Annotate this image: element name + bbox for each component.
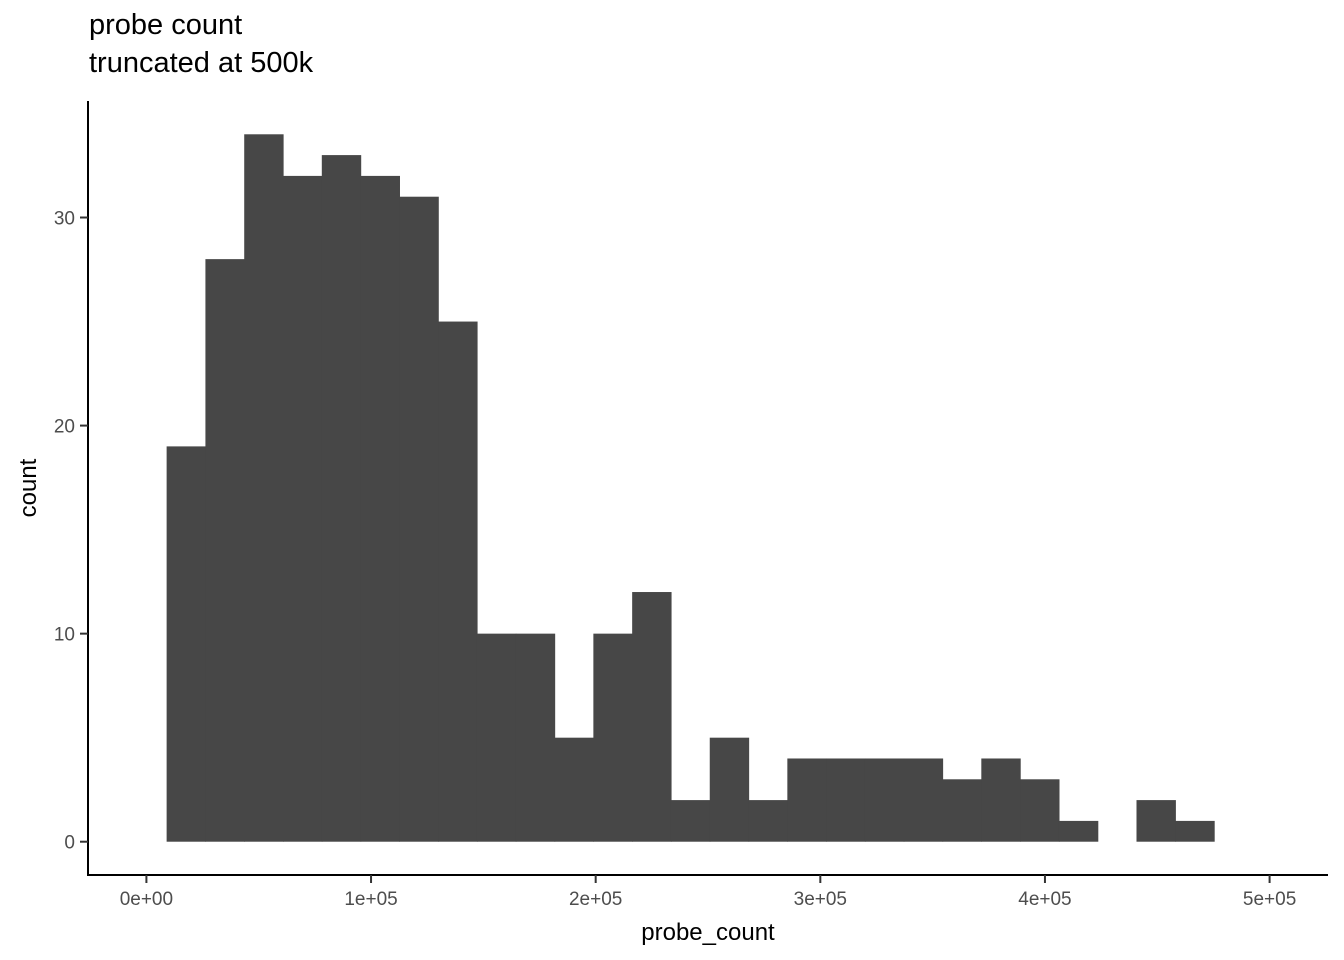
chart-title: probe count: [89, 9, 243, 41]
x-axis-title: probe_count: [641, 919, 775, 946]
histogram-bar: [903, 758, 944, 842]
histogram-bar: [438, 321, 478, 842]
x-tick-label: 3e+05: [794, 889, 847, 910]
histogram-bar: [554, 737, 594, 842]
chart-subtitle: truncated at 500k: [89, 47, 314, 79]
histogram-bar: [593, 633, 633, 842]
histogram-bar: [166, 446, 207, 842]
histogram-bar: [1175, 820, 1215, 842]
histogram-bar: [1058, 820, 1099, 842]
histogram-bar: [826, 758, 866, 842]
x-tick-label: 0e+00: [120, 889, 173, 910]
histogram-bar: [709, 737, 750, 842]
histogram-bar: [748, 800, 788, 842]
y-tick-label: 0: [64, 833, 75, 854]
x-tick-label: 4e+05: [1018, 889, 1071, 910]
histogram-bar: [942, 779, 982, 842]
histogram-bar: [515, 633, 556, 842]
x-tick-label: 1e+05: [344, 889, 397, 910]
histogram-bar: [632, 592, 672, 842]
histogram-bar: [864, 758, 905, 842]
histogram-bar: [321, 155, 362, 842]
y-tick-label: 30: [54, 209, 75, 230]
x-tick-label: 2e+05: [569, 889, 622, 910]
histogram-bar: [244, 134, 284, 842]
histogram-bar: [1020, 779, 1060, 842]
histogram-bar: [476, 633, 517, 842]
histogram-bar: [360, 175, 400, 842]
x-tick-label: 5e+05: [1243, 889, 1296, 910]
y-tick-label: 10: [54, 625, 75, 646]
y-axis-title: count: [15, 458, 42, 517]
histogram-bar: [205, 259, 245, 842]
histogram-bar: [399, 196, 439, 842]
y-tick-label: 20: [54, 417, 75, 438]
histogram-bar: [787, 758, 827, 842]
histogram-bar: [981, 758, 1021, 842]
histogram-bar: [283, 175, 323, 842]
histogram-bar: [1136, 800, 1176, 842]
histogram-bar: [670, 800, 711, 842]
